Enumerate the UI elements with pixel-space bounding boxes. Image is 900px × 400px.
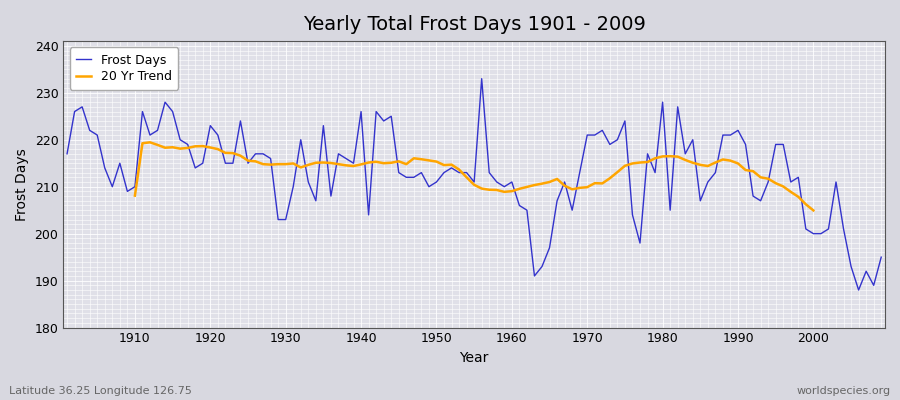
Title: Yearly Total Frost Days 1901 - 2009: Yearly Total Frost Days 1901 - 2009 bbox=[302, 15, 645, 34]
Line: 20 Yr Trend: 20 Yr Trend bbox=[135, 142, 814, 210]
20 Yr Trend bbox=[800, 202, 811, 207]
Line: Frost Days: Frost Days bbox=[68, 79, 881, 290]
Frost Days bbox=[853, 288, 864, 292]
Frost Days bbox=[605, 142, 616, 147]
Frost Days bbox=[507, 180, 517, 184]
20 Yr Trend bbox=[793, 194, 804, 199]
Frost Days bbox=[876, 255, 886, 260]
Frost Days bbox=[122, 189, 133, 194]
20 Yr Trend bbox=[808, 208, 819, 213]
20 Yr Trend bbox=[145, 140, 156, 145]
Frost Days bbox=[333, 152, 344, 156]
Text: Latitude 36.25 Longitude 126.75: Latitude 36.25 Longitude 126.75 bbox=[9, 386, 192, 396]
20 Yr Trend bbox=[710, 160, 721, 165]
Frost Days bbox=[514, 203, 525, 208]
20 Yr Trend bbox=[130, 193, 140, 198]
20 Yr Trend bbox=[310, 160, 321, 165]
X-axis label: Year: Year bbox=[460, 351, 489, 365]
Text: worldspecies.org: worldspecies.org bbox=[796, 386, 891, 396]
Frost Days bbox=[62, 152, 73, 156]
Frost Days bbox=[476, 76, 487, 81]
20 Yr Trend bbox=[295, 165, 306, 170]
Legend: Frost Days, 20 Yr Trend: Frost Days, 20 Yr Trend bbox=[69, 47, 178, 90]
20 Yr Trend bbox=[220, 150, 230, 155]
Y-axis label: Frost Days: Frost Days bbox=[15, 148, 29, 221]
Frost Days bbox=[288, 184, 299, 189]
